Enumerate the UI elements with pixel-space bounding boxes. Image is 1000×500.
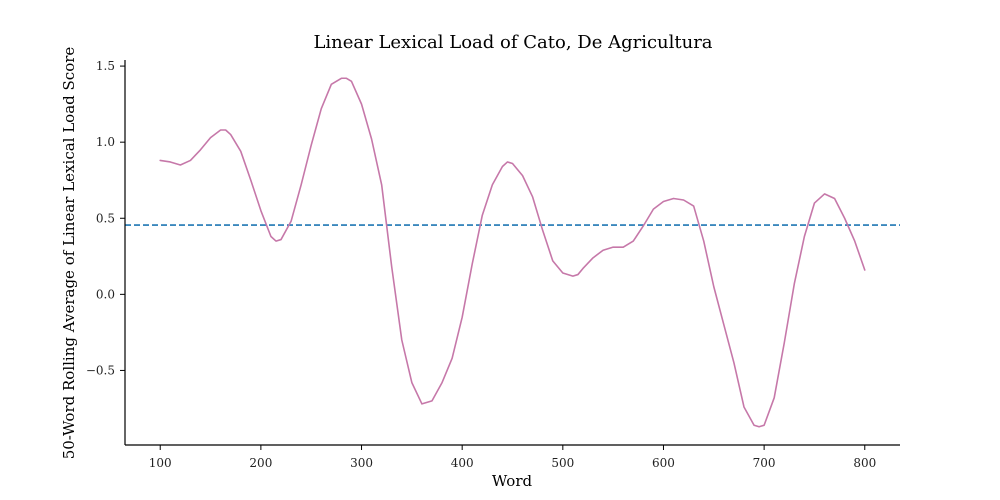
x-tick-label: 200 (249, 456, 272, 470)
x-tick-label: 300 (350, 456, 373, 470)
axes: 100 200 300 400 500 600 700 800 −0.5 0.0 0.5 1.0 1.5 (86, 59, 900, 470)
x-tick-label: 800 (853, 456, 876, 470)
x-tick-label: 500 (551, 456, 574, 470)
x-tick-label: 600 (652, 456, 675, 470)
x-tick-label: 700 (753, 456, 776, 470)
x-tick-label: 400 (451, 456, 474, 470)
y-tick-label: 0.5 (96, 211, 115, 225)
y-axis-label: 50-Word Rolling Average of Linear Lexica… (60, 47, 78, 460)
y-tick-label: 1.0 (96, 135, 115, 149)
y-tick-label: −0.5 (86, 363, 115, 377)
series-line-1 (159, 77, 866, 428)
plot-area (125, 77, 900, 428)
x-tick-label: 100 (149, 456, 172, 470)
y-tick-label: 1.5 (96, 59, 115, 73)
chart-title: Linear Lexical Load of Cato, De Agricult… (313, 32, 712, 53)
y-tick-label: 0.0 (96, 287, 115, 301)
x-axis-label: Word (492, 472, 533, 490)
